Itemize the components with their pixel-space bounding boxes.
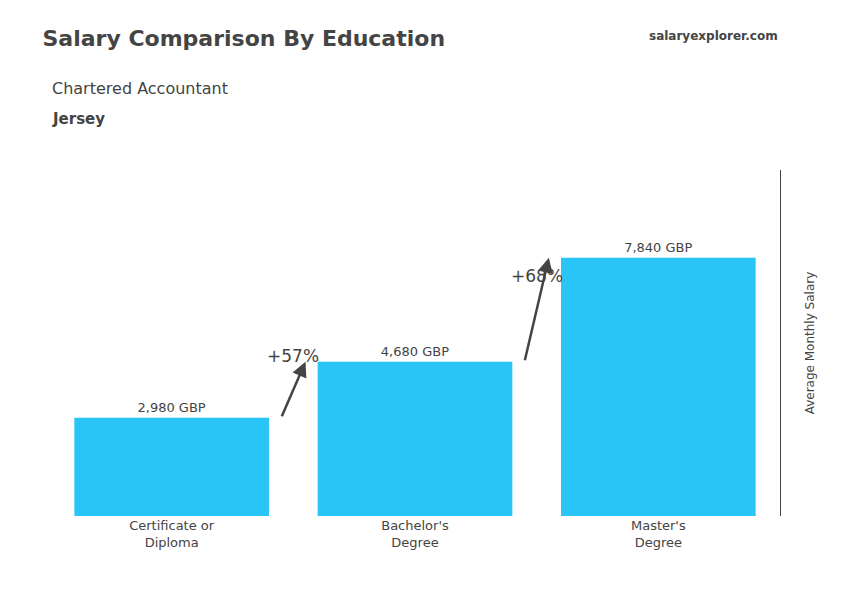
svg-text:4,680 GBP: 4,680 GBP (381, 344, 449, 359)
svg-text:+57%: +57% (267, 346, 319, 366)
svg-text:Certificate orDiploma: Certificate orDiploma (129, 518, 215, 550)
svg-text:Average Monthly Salary: Average Monthly Salary (803, 272, 817, 415)
svg-text:salaryexplorer.com: salaryexplorer.com (649, 29, 778, 43)
svg-text:Master'sDegree: Master'sDegree (631, 518, 686, 550)
svg-text:Jersey: Jersey (52, 110, 105, 128)
svg-text:2,980 GBP: 2,980 GBP (137, 400, 205, 415)
svg-text:Bachelor'sDegree: Bachelor'sDegree (381, 518, 449, 550)
svg-text:7,840 GBP: 7,840 GBP (624, 240, 692, 255)
svg-text:Salary Comparison By Education: Salary Comparison By Education (43, 26, 446, 51)
svg-text:+68%: +68% (511, 266, 563, 286)
svg-text:Chartered Accountant: Chartered Accountant (52, 79, 228, 98)
